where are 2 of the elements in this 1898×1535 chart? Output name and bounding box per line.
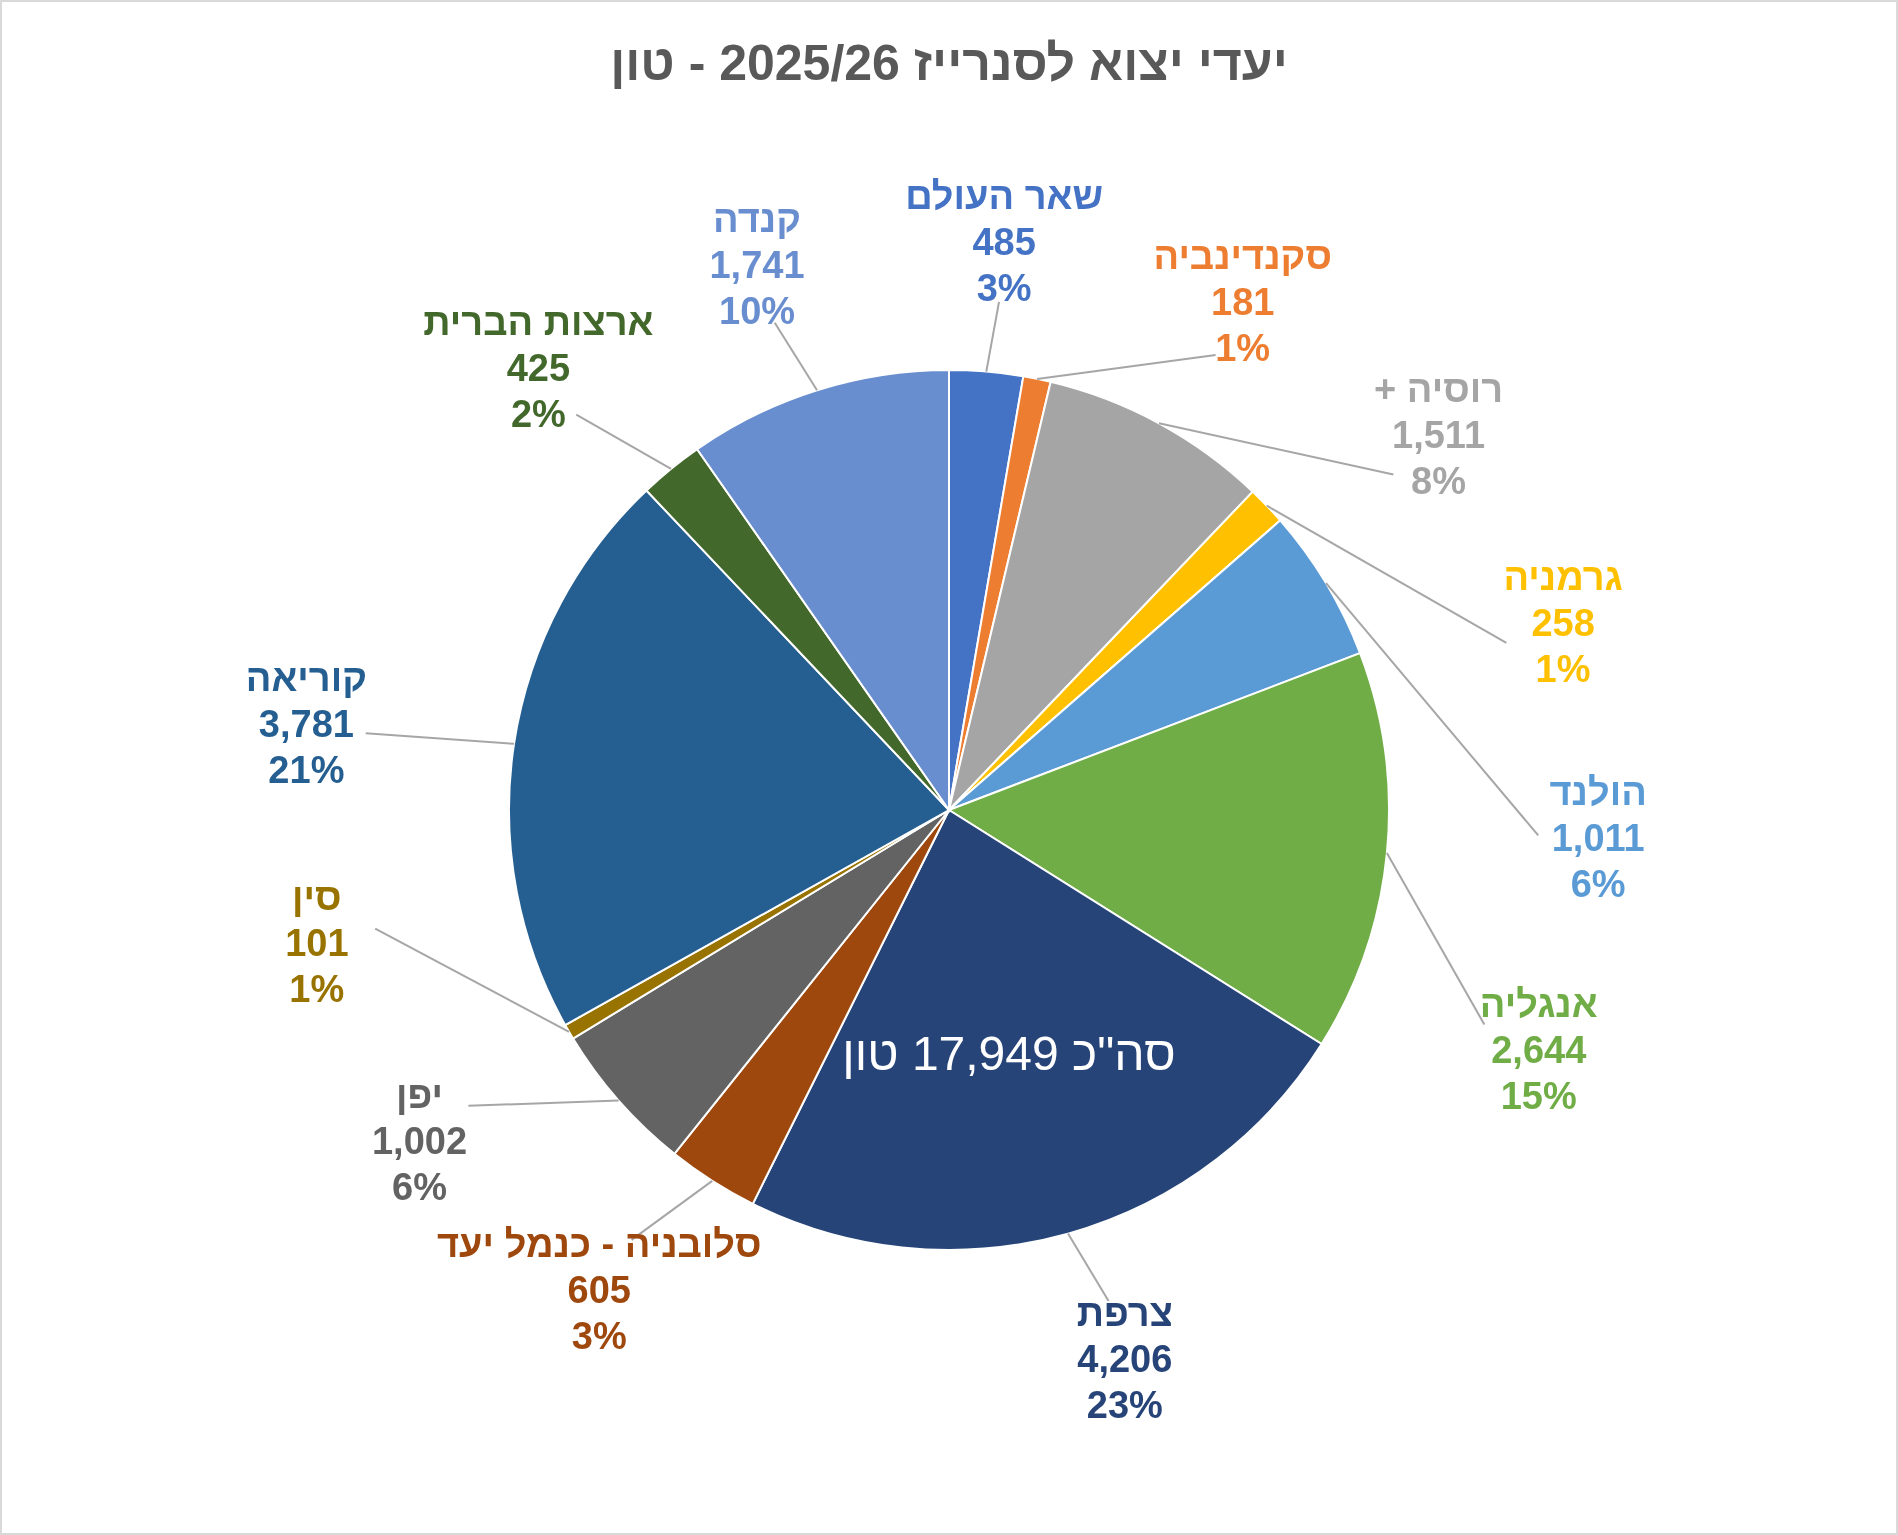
- chart-title: יעדי יצוא לסנרייז 2025/26 - טון: [610, 35, 1288, 91]
- text: סה"כ 17,949 טון: [842, 1027, 1176, 1080]
